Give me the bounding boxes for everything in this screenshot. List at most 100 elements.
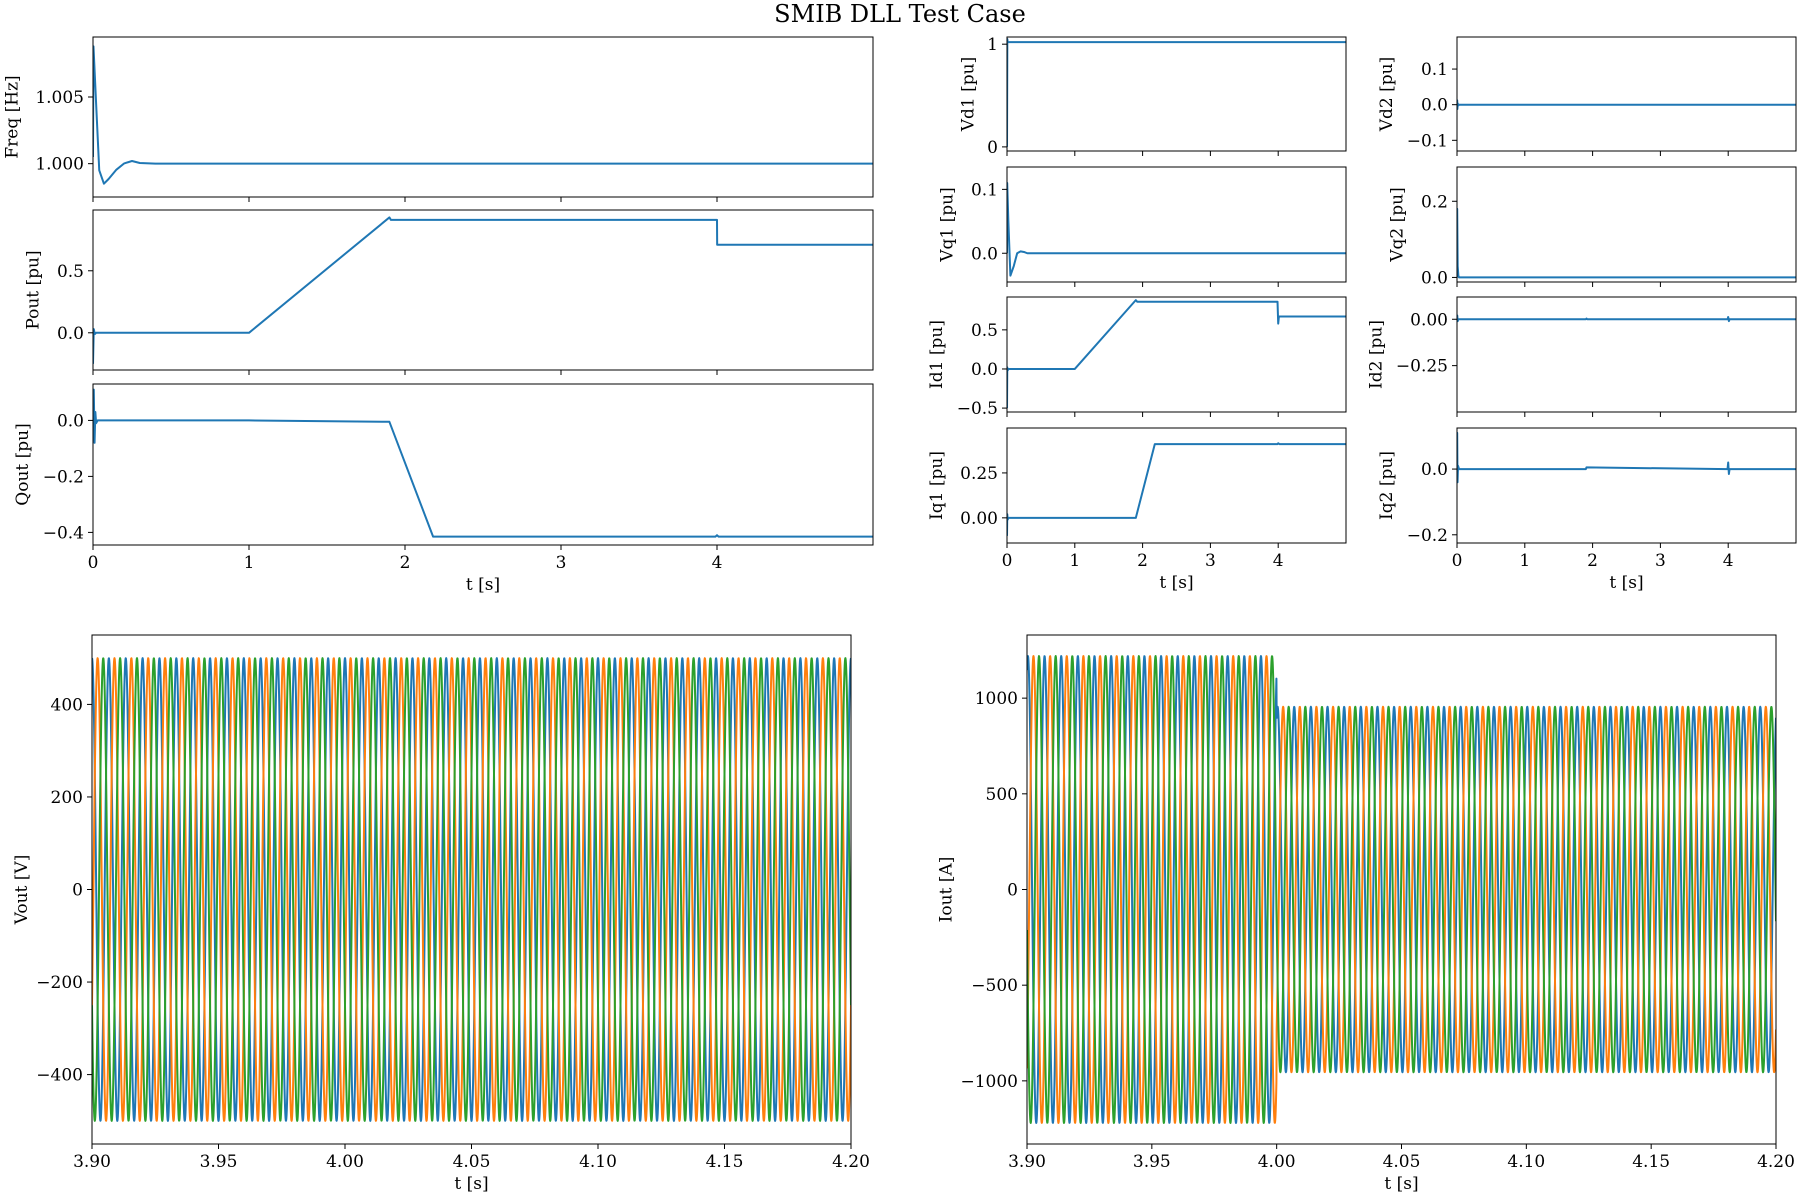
vq1-plot-area	[1007, 181, 1346, 277]
iout-xtick-label: 4.20	[1757, 1152, 1795, 1172]
vq2-series-line-blue	[1457, 207, 1796, 279]
id1-ylabel: Id1 [pu]	[927, 320, 947, 389]
iq1-xtick-label: 4	[1273, 551, 1284, 571]
qout-ytick-label: −0.2	[43, 467, 84, 487]
iout-ylabel: Iout [A]	[937, 857, 957, 923]
subplot-vd2: 0.1 0.0 −0.1 Vd2 [pu]	[1377, 36, 1797, 156]
freq-ylabel: Freq [Hz]	[3, 75, 23, 158]
iq1-ytick-label: 0.25	[960, 464, 998, 484]
iout-series-line-blue	[1027, 655, 1776, 1124]
iq2-ytick-label: 0.0	[1421, 460, 1448, 480]
vd1-ytick-label: 1	[987, 35, 998, 55]
subplot-iout: 3.90 3.95 4.00 4.05 4.10 4.15 4.20 1000 500 0 −500…	[937, 634, 1795, 1194]
iout-xtick-label: 4.10	[1507, 1152, 1545, 1172]
subplot-vq1: 0.1 0.0 Vq1 [pu]	[938, 166, 1347, 287]
iout-series-line-orange	[1027, 655, 1776, 1124]
iq1-xlabel: t [s]	[1159, 573, 1193, 593]
vout-ytick-label: 200	[51, 788, 83, 808]
freq-ytick-label: 1.000	[35, 155, 84, 175]
iq1-series-line-blue	[1007, 442, 1346, 536]
iq2-ytick-label: −0.2	[1407, 526, 1448, 546]
pout-series-line-blue	[93, 216, 873, 364]
subplot-iq1: 0 1 2 3 4 0.25 0.00 Iq1 [pu] t [s]	[927, 427, 1347, 593]
iout-plot-area	[1027, 655, 1776, 1124]
qout-ylabel: Qout [pu]	[13, 423, 33, 505]
iq2-xtick-label: 2	[1587, 551, 1598, 571]
vout-series-line-green	[92, 657, 851, 1122]
qout-ytick-label: 0.0	[57, 411, 84, 431]
vd1-ytick-label: 0	[987, 138, 998, 158]
iq2-xlabel: t [s]	[1609, 573, 1643, 593]
vout-series-line-blue	[92, 657, 851, 1122]
id1-axes-frame	[1006, 296, 1347, 413]
qout-xtick-label: 1	[244, 553, 255, 573]
id2-ytick-label: 0.00	[1410, 310, 1448, 330]
iout-ytick-label: 0	[1007, 881, 1018, 901]
qout-plot-area	[93, 388, 873, 538]
qout-xtick-label: 2	[400, 553, 411, 573]
qout-xlabel: t [s]	[466, 575, 500, 595]
iq2-series-line-blue	[1457, 431, 1796, 484]
id2-ytick-label: −0.25	[1396, 357, 1448, 377]
iq2-ylabel: Iq2 [pu]	[1377, 451, 1397, 520]
subplot-freq: 1.000 1.005 Freq [Hz]	[3, 36, 874, 202]
id1-ytick-label: 0.0	[971, 360, 998, 380]
subplot-id2: 0.00 −0.25 Id2 [pu]	[1367, 296, 1797, 417]
vd2-plot-area	[1457, 99, 1796, 110]
vq2-axes-frame	[1456, 166, 1797, 283]
vq1-ytick-label: 0.1	[971, 180, 998, 200]
vout-xtick-label: 3.90	[73, 1152, 111, 1172]
iq1-ylabel: Iq1 [pu]	[927, 451, 947, 520]
iq2-xtick-label: 1	[1519, 551, 1530, 571]
vout-ytick-label: 0	[72, 881, 83, 901]
iout-series-line-green	[1027, 655, 1776, 1124]
vout-ylabel: Vout [V]	[12, 855, 32, 926]
vout-xtick-label: 4.15	[706, 1152, 744, 1172]
vq2-ytick-label: 0.0	[1421, 268, 1448, 288]
iout-xtick-label: 4.05	[1383, 1152, 1421, 1172]
subplot-vq2: 0.2 0.0 Vq2 [pu]	[1388, 166, 1797, 288]
qout-xtick-label: 3	[556, 553, 567, 573]
subplot-pout: 0.0 0.5 Pout [pu]	[24, 209, 874, 375]
id1-ytick-label: 0.5	[971, 321, 998, 341]
pout-plot-area	[93, 216, 873, 364]
id2-ylabel: Id2 [pu]	[1367, 320, 1387, 389]
pout-axes-frame	[92, 209, 874, 371]
id2-axes-frame	[1456, 296, 1797, 413]
vd2-series-line-blue	[1457, 99, 1796, 110]
subplot-vout: 3.90 3.95 4.00 4.05 4.10 4.15 4.20 400 200 0 −200 −…	[12, 634, 870, 1194]
freq-axes-frame	[92, 36, 874, 198]
vout-ytick-label: 400	[51, 695, 83, 715]
vout-xtick-label: 4.00	[326, 1152, 364, 1172]
vout-xlabel: t [s]	[454, 1174, 488, 1194]
vq2-plot-area	[1457, 207, 1796, 279]
vd2-axes-frame	[1456, 36, 1797, 152]
iout-ytick-label: −1000	[960, 1072, 1018, 1092]
pout-ylabel: Pout [pu]	[24, 250, 44, 329]
vout-xtick-label: 4.05	[453, 1152, 491, 1172]
iq2-axes-frame	[1456, 427, 1797, 544]
iout-xtick-label: 3.95	[1133, 1152, 1171, 1172]
iq2-xtick-label: 4	[1723, 551, 1734, 571]
id2-plot-area	[1457, 314, 1796, 323]
vq1-ylabel: Vq1 [pu]	[938, 187, 958, 262]
iq1-ytick-label: 0.00	[960, 509, 998, 529]
iq1-axes-frame	[1006, 427, 1347, 544]
vout-xtick-label: 3.95	[200, 1152, 238, 1172]
vout-xtick-label: 4.10	[579, 1152, 617, 1172]
iout-xtick-label: 4.15	[1632, 1152, 1670, 1172]
vout-ytick-label: −400	[36, 1066, 83, 1086]
vd2-ytick-label: −0.1	[1407, 131, 1448, 151]
iq1-xtick-label: 0	[1002, 551, 1013, 571]
vd1-ylabel: Vd1 [pu]	[959, 57, 979, 132]
iout-ytick-label: 500	[986, 785, 1018, 805]
id1-ytick-label: −0.5	[957, 399, 998, 419]
iq1-xtick-label: 1	[1069, 551, 1080, 571]
freq-series-line-blue	[93, 45, 873, 185]
vout-ytick-label: −200	[36, 973, 83, 993]
iq1-xtick-label: 2	[1137, 551, 1148, 571]
iq2-plot-area	[1457, 431, 1796, 484]
vd2-ytick-label: 0.1	[1421, 60, 1448, 80]
vq1-series-line-blue	[1007, 181, 1346, 277]
